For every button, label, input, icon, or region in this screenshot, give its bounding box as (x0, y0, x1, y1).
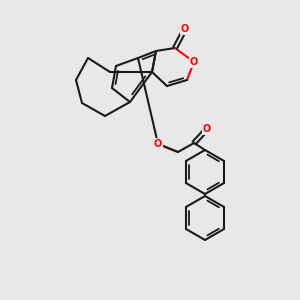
Text: O: O (190, 57, 198, 67)
Text: O: O (203, 124, 211, 134)
Text: O: O (154, 139, 162, 149)
Text: O: O (181, 24, 189, 34)
